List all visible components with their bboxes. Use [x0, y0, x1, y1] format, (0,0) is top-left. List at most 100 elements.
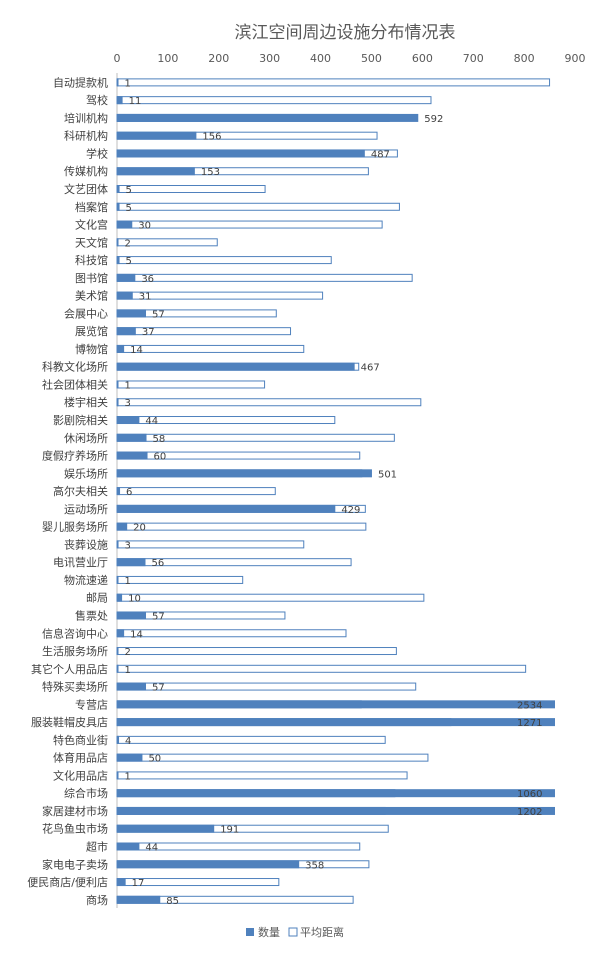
- legend-label-quantity: 数量: [258, 926, 280, 939]
- data-label-quantity: 1: [125, 576, 131, 587]
- category-label: 档案馆: [75, 200, 108, 214]
- category-label: 图书馆: [75, 271, 108, 285]
- category-label: 会展中心: [64, 307, 108, 320]
- data-label-quantity: 44: [145, 416, 158, 427]
- data-label-quantity: 2: [125, 647, 131, 658]
- data-label-quantity: 30: [138, 221, 151, 232]
- bar-quantity: [117, 113, 419, 122]
- bar-average-distance: [116, 629, 347, 638]
- x-tick-label: 500: [361, 52, 382, 65]
- data-label-quantity: 37: [142, 327, 155, 338]
- category-label: 家电电子卖场: [42, 857, 108, 871]
- category-label: 综合市场: [64, 786, 108, 800]
- category-label: 文艺团体: [64, 182, 108, 196]
- data-label-quantity: 6: [126, 487, 132, 498]
- bar-average-distance: [116, 202, 400, 211]
- legend-swatch-quantity: [246, 928, 254, 936]
- data-label-quantity: 5: [126, 256, 132, 267]
- category-label: 商场: [86, 893, 108, 907]
- category-label: 超市: [86, 839, 108, 853]
- bar-quantity: [117, 167, 195, 176]
- data-label-quantity: 57: [152, 611, 165, 622]
- bar-quantity: [117, 451, 148, 460]
- category-label: 高尔夫相关: [53, 484, 108, 498]
- bar-quantity: [117, 558, 146, 567]
- data-label-quantity: 1271: [517, 718, 542, 729]
- category-label: 体育用品店: [53, 751, 108, 765]
- category-label: 科研机构: [64, 129, 108, 143]
- bar-quantity: [117, 185, 120, 194]
- data-label-quantity: 156: [202, 132, 221, 143]
- x-tick-label: 800: [514, 52, 535, 65]
- bar-quantity: [117, 718, 555, 727]
- bar-average-distance: [116, 238, 218, 247]
- bar-average-distance: [116, 664, 527, 673]
- data-label-quantity: 501: [378, 469, 397, 480]
- bar-quantity: [117, 806, 555, 815]
- bar-average-distance: [116, 96, 432, 105]
- bar-average-distance: [116, 593, 425, 602]
- bar-average-distance: [116, 220, 383, 229]
- category-label: 特殊买卖场所: [42, 680, 108, 694]
- legend: 数量 平均距离: [246, 925, 344, 939]
- x-axis-ticks: 0 100 200 300 400 500 600 700 800 900: [114, 52, 586, 65]
- category-label: 科技馆: [75, 253, 108, 267]
- data-label-quantity: 14: [130, 629, 143, 640]
- data-label-quantity: 14: [130, 345, 143, 356]
- bar-quantity: [117, 735, 120, 744]
- data-label-quantity: 5: [126, 185, 132, 196]
- category-label: 其它个人用品店: [31, 662, 108, 676]
- bar-quantity: [117, 789, 555, 798]
- bar-quantity: [117, 433, 147, 442]
- x-tick-label: 400: [310, 52, 331, 65]
- category-labels: 自动提款机驾校培训机构科研机构学校传媒机构文艺团体档案馆文化宫天文馆科技馆图书馆…: [27, 75, 108, 906]
- bar-average-distance: [116, 487, 276, 496]
- bar-average-distance: [116, 78, 551, 87]
- category-label: 展览馆: [75, 324, 108, 338]
- bar-average-distance: [116, 380, 266, 389]
- bar-quantity: [117, 291, 133, 300]
- category-label: 丧葬设施: [64, 538, 108, 551]
- x-tick-label: 0: [114, 52, 121, 65]
- x-tick-label: 900: [565, 52, 586, 65]
- data-label-quantity: 487: [371, 149, 390, 160]
- category-label: 文化用品店: [53, 768, 108, 782]
- data-label-quantity: 85: [166, 896, 179, 907]
- bar-average-distance: [116, 522, 367, 531]
- category-label: 运动场所: [64, 502, 108, 516]
- category-label: 特色商业街: [53, 733, 108, 747]
- data-label-quantity: 57: [152, 683, 165, 694]
- bar-average-distance: [116, 647, 397, 656]
- data-label-quantity: 1: [125, 771, 131, 782]
- x-tick-label: 700: [463, 52, 484, 65]
- bar-quantity: [117, 753, 143, 762]
- bar-quantity: [117, 540, 119, 549]
- category-label: 科教文化场所: [42, 360, 108, 374]
- category-label: 物流速递: [64, 573, 108, 587]
- data-label-quantity: 60: [154, 452, 167, 463]
- bar-average-distance: [116, 753, 429, 762]
- category-label: 美术馆: [75, 289, 108, 303]
- data-label-quantity: 3: [125, 398, 131, 409]
- category-label: 花鸟鱼虫市场: [42, 822, 108, 836]
- data-label-quantity: 4: [125, 736, 131, 747]
- bar-quantity: [117, 522, 128, 531]
- category-label: 专营店: [75, 697, 108, 711]
- category-label: 社会团体相关: [42, 377, 108, 391]
- category-label: 娱乐场所: [64, 466, 108, 480]
- data-label-quantity: 429: [341, 505, 360, 516]
- chart-title: 滨江空间周边设施分布情况表: [235, 23, 456, 43]
- bar-quantity: [117, 309, 147, 318]
- bar-average-distance: [116, 735, 386, 744]
- bar-average-distance: [116, 256, 332, 265]
- bar-quantity: [117, 220, 133, 229]
- bar-quantity: [117, 344, 125, 353]
- category-label: 文化宫: [75, 218, 108, 232]
- bar-quantity: [117, 878, 126, 887]
- bar-quantity: [117, 273, 136, 282]
- bar-average-distance: [116, 273, 413, 282]
- category-label: 休闲场所: [64, 431, 108, 445]
- bar-quantity: [117, 593, 123, 602]
- category-label: 婴儿服务场所: [42, 520, 108, 534]
- data-label-quantity: 467: [361, 363, 380, 374]
